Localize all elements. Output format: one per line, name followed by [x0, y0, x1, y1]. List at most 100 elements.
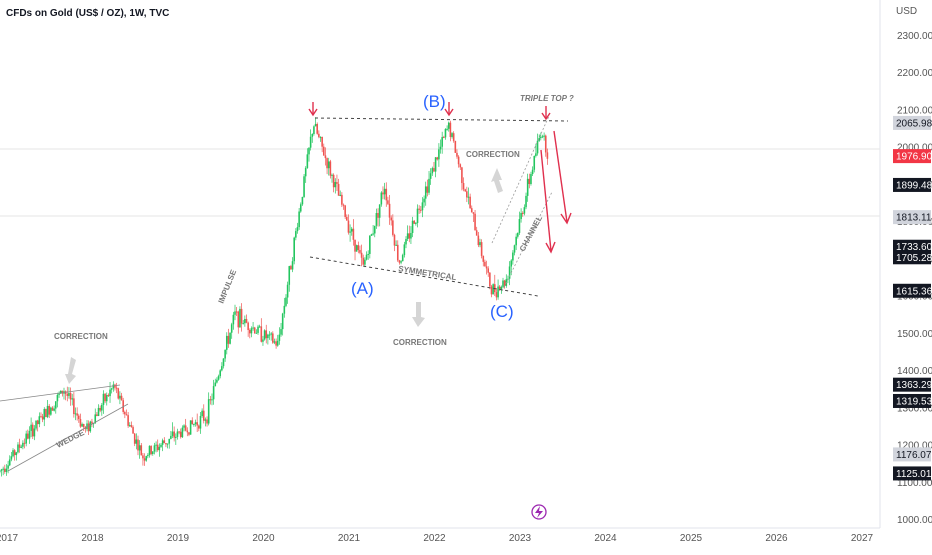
candle-body [252, 327, 254, 329]
wave-a-label: (A) [351, 279, 374, 298]
candle-body [268, 334, 271, 336]
time-tick-label: 2020 [252, 533, 275, 544]
candle-body [388, 203, 391, 218]
candle-body [20, 446, 23, 448]
candle-body [183, 425, 185, 428]
correction-label-mid: CORRECTION [393, 338, 447, 347]
time-tick-label: 2021 [338, 533, 361, 544]
price-tag-label: 1176.07 [896, 450, 932, 461]
candle-body [299, 204, 302, 212]
candle-body [359, 249, 361, 253]
candle-body [230, 324, 233, 333]
candle-body [479, 242, 481, 246]
candle-body [87, 423, 90, 432]
candle-body [378, 204, 381, 218]
down-arrow-icon [444, 102, 454, 117]
candle-body [99, 407, 101, 411]
candle-body [8, 459, 11, 466]
candle-body [239, 308, 241, 328]
price-tick-label: 2300.00 [897, 31, 932, 42]
candle-body [443, 137, 445, 139]
candle-body [408, 233, 411, 239]
candle-body [373, 225, 376, 234]
price-tag-label: 1363.29 [896, 380, 932, 391]
candle-body [405, 239, 407, 245]
candle-body [17, 444, 19, 453]
candle-body [398, 260, 401, 263]
candle-body [224, 349, 226, 359]
candle-body [456, 152, 458, 157]
candle-body [288, 266, 291, 285]
candle-body [211, 399, 213, 401]
candle-body [46, 405, 49, 418]
candle-body [523, 207, 526, 214]
candle-body [114, 384, 116, 388]
candle-body [298, 211, 300, 228]
projection-arrow-icon [540, 149, 556, 254]
candle-body [133, 433, 136, 444]
up-arrow-icon [491, 168, 503, 193]
price-tick-label: 1500.00 [897, 329, 932, 340]
candle-body [461, 167, 463, 184]
candle-body [91, 421, 93, 424]
candle-body [466, 191, 468, 198]
candle-body [179, 431, 182, 438]
candle-body [143, 458, 146, 461]
candle-body [521, 212, 524, 214]
candle-body [360, 252, 363, 258]
price-axis-unit: USD [896, 6, 917, 17]
candle-body [380, 192, 383, 205]
candle-body [528, 178, 531, 185]
candle-body [7, 465, 9, 469]
projection-arrow-icon [553, 130, 572, 225]
price-tick-label: 2100.00 [897, 105, 932, 116]
candle-body [467, 196, 470, 198]
symmetrical-support-line [309, 256, 539, 297]
candle-body [188, 432, 190, 435]
candle-body [283, 305, 286, 314]
event-marker[interactable] [531, 504, 547, 520]
price-tick-label: 1200.00 [897, 441, 932, 452]
candle-body [434, 157, 437, 172]
candle-body [31, 424, 34, 437]
triple-top-resistance-line [314, 117, 569, 122]
candle-body [392, 220, 394, 235]
candle-body [447, 122, 450, 129]
candle-body [267, 334, 269, 339]
candle-body [176, 431, 179, 437]
candle-body [291, 261, 294, 270]
price-tags: 2065.98 1976.90 1899.48 1813.11 1733.601705.… [893, 115, 932, 481]
candle-body [451, 133, 453, 137]
candle-body [406, 233, 409, 240]
candle-body [372, 233, 374, 235]
candle-body [217, 376, 220, 380]
wedge-upper-line [0, 384, 121, 402]
candle-body [530, 174, 532, 185]
correction-label-left: CORRECTION [54, 332, 108, 341]
candle-body [202, 410, 205, 421]
candle-body [242, 323, 245, 325]
candle-body [390, 217, 393, 221]
candle-body [69, 392, 72, 400]
candle-body [438, 149, 440, 160]
candle-body [316, 123, 319, 134]
candle-body [433, 168, 435, 172]
candle-body [336, 182, 338, 184]
candle-body [212, 386, 215, 400]
candle-body [464, 189, 466, 192]
gray-arrows [65, 168, 503, 384]
candle-body [109, 389, 111, 397]
candle-body [273, 341, 276, 343]
candle-body [311, 133, 314, 137]
time-axis[interactable]: 2017 2018 2019 2020 2021 2022 2023 2024 2025 2026… [0, 533, 874, 544]
candle-body [227, 335, 230, 344]
candle-body [395, 244, 397, 246]
price-tag-label: 1813.11 [896, 213, 932, 224]
candle-body [428, 178, 430, 193]
candle-body [76, 413, 78, 416]
candle-body [355, 245, 358, 252]
candle-body [462, 183, 465, 190]
time-tick-label: 2017 [0, 533, 19, 544]
